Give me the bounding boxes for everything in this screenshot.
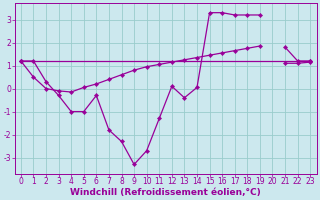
X-axis label: Windchill (Refroidissement éolien,°C): Windchill (Refroidissement éolien,°C) <box>70 188 261 197</box>
